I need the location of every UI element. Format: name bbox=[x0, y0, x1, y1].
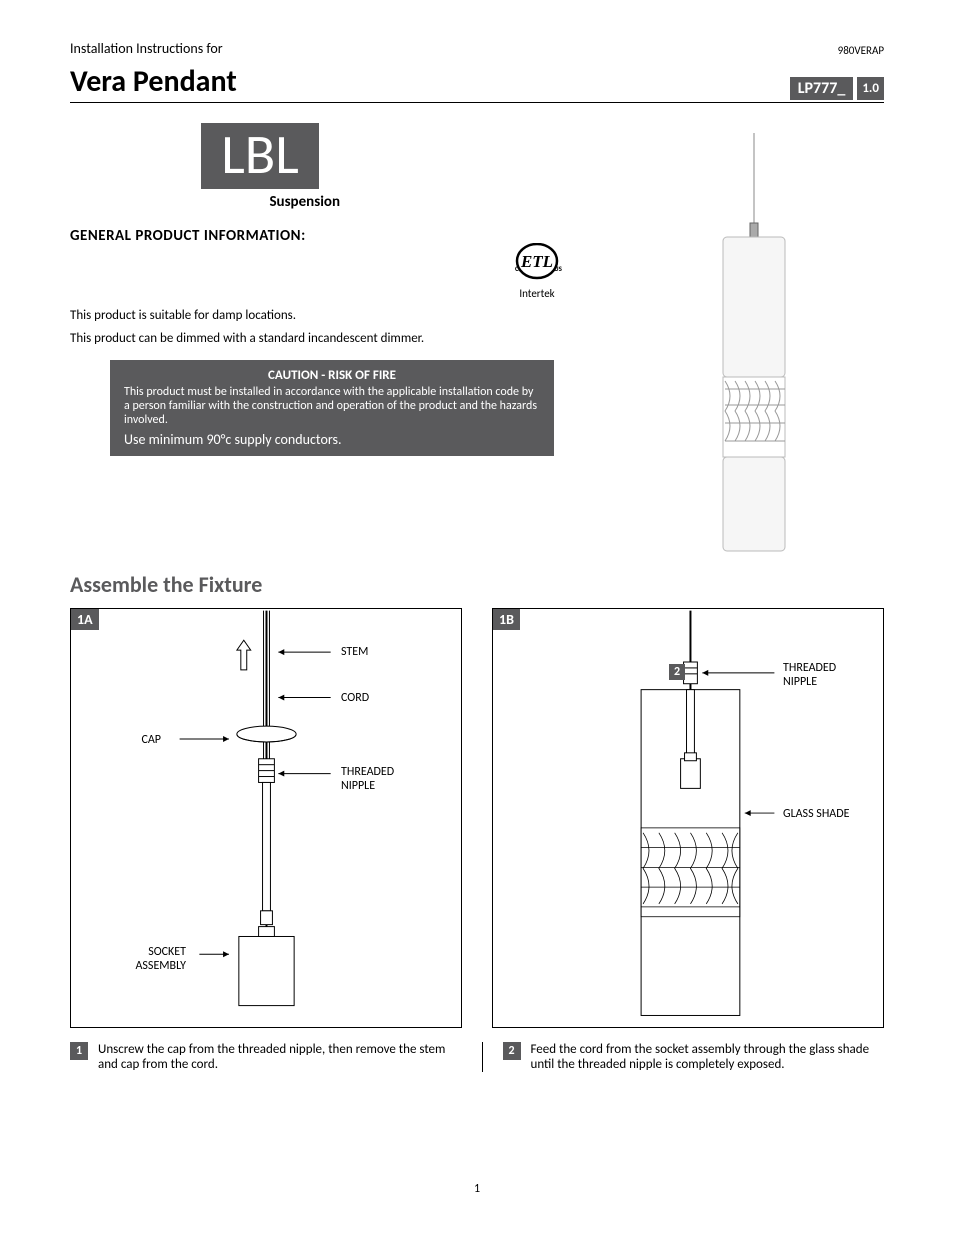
intertek-label: Intertek bbox=[519, 287, 554, 300]
caution-box: CAUTION - RISK OF FIRE This product must… bbox=[110, 360, 554, 456]
header-top: Installation Instructions for 980VERAP bbox=[70, 40, 884, 57]
diagram-row: 1A bbox=[70, 608, 884, 1028]
model-badges: LP777_ 1.0 bbox=[790, 77, 884, 100]
diagram-panel-1b: 1B 2 bbox=[492, 608, 884, 1028]
steps-row: 1 Unscrew the cap from the threaded nipp… bbox=[70, 1042, 884, 1072]
diagram-panel-1a: 1A bbox=[70, 608, 462, 1028]
step-2-text: Feed the cord from the socket assembly t… bbox=[531, 1042, 885, 1072]
step-1: 1 Unscrew the cap from the threaded nipp… bbox=[70, 1042, 452, 1072]
product-illustration bbox=[624, 123, 884, 553]
callout-cord: CORD bbox=[341, 691, 369, 705]
intertek-mark: ETL C US Intertek bbox=[510, 243, 564, 300]
assemble-heading: Assemble the Fixture bbox=[70, 571, 884, 598]
product-title: Vera Pendant bbox=[70, 63, 237, 100]
callout-stem: STEM bbox=[341, 645, 368, 659]
callout-glass-shade: GLASS SHADE bbox=[783, 807, 849, 821]
step-1-text: Unscrew the cap from the threaded nipple… bbox=[98, 1042, 452, 1072]
callout-socket: SOCKET ASSEMBLY bbox=[106, 945, 186, 973]
step-1-badge: 1 bbox=[70, 1042, 88, 1060]
svg-text:ETL: ETL bbox=[520, 252, 553, 271]
upper-section: LBL Suspension GENERAL PRODUCT INFORMATI… bbox=[70, 123, 884, 553]
doc-code: 980VERAP bbox=[838, 44, 884, 57]
svg-text:C: C bbox=[515, 264, 519, 273]
info-line-2: This product can be dimmed with a standa… bbox=[70, 331, 584, 346]
model-badge: LP777_ bbox=[790, 77, 854, 100]
etl-icon: ETL C US bbox=[510, 243, 564, 287]
pendant-product-icon bbox=[689, 133, 819, 553]
brand-subtitle: Suspension bbox=[180, 193, 340, 211]
info-column: LBL Suspension GENERAL PRODUCT INFORMATI… bbox=[70, 123, 584, 553]
instructions-label: Installation Instructions for bbox=[70, 40, 223, 57]
step-2: 2 Feed the cord from the socket assembly… bbox=[482, 1042, 885, 1072]
caution-body: This product must be installed in accord… bbox=[124, 385, 540, 427]
step-2-badge: 2 bbox=[503, 1042, 521, 1060]
inline-step-2-badge: 2 bbox=[669, 664, 685, 680]
title-row: Vera Pendant LP777_ 1.0 bbox=[70, 63, 884, 103]
caution-footer: Use minimum 90°c supply conductors. bbox=[124, 431, 540, 448]
panel-label-1a: 1A bbox=[71, 609, 99, 630]
cert-row: ETL C US Intertek bbox=[70, 243, 584, 300]
info-line-1: This product is suitable for damp locati… bbox=[70, 308, 584, 323]
callout-nipple-a: THREADED NIPPLE bbox=[341, 765, 421, 793]
version-badge: 1.0 bbox=[857, 77, 884, 100]
caution-title: CAUTION - RISK OF FIRE bbox=[124, 368, 540, 383]
brand-logo: LBL bbox=[201, 123, 319, 189]
callout-cap: CAP bbox=[141, 733, 161, 747]
svg-text:US: US bbox=[554, 264, 563, 273]
page-number: 1 bbox=[70, 1182, 884, 1196]
callout-nipple-b: THREADED NIPPLE bbox=[783, 661, 863, 689]
panel-label-1b: 1B bbox=[493, 609, 520, 630]
brand-logo-block: LBL Suspension bbox=[180, 123, 340, 211]
